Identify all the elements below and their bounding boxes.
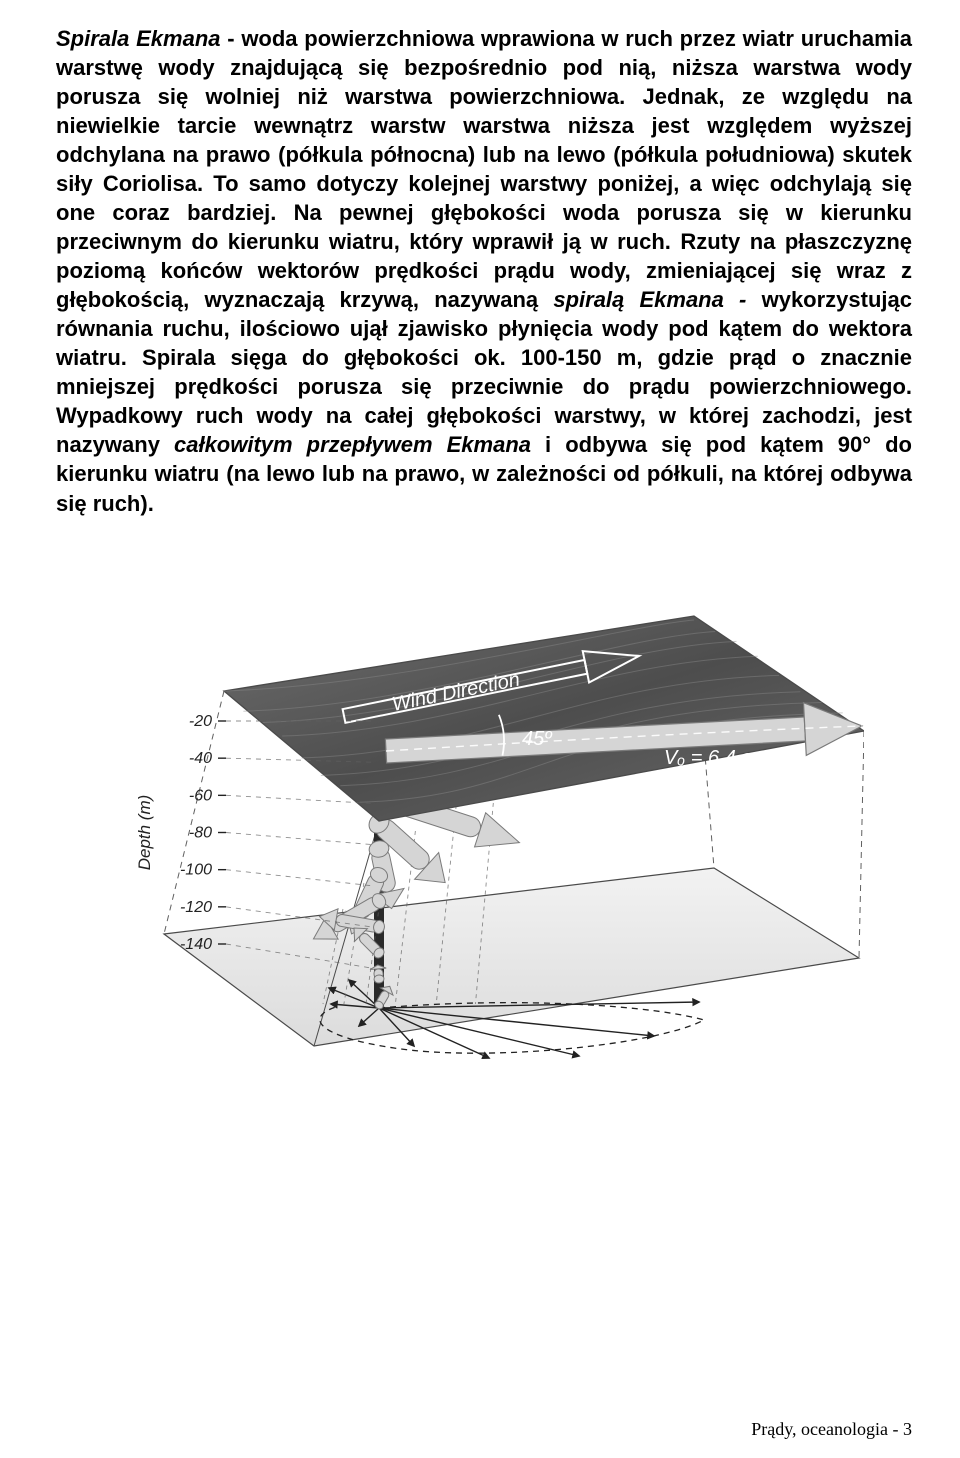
svg-text:45º: 45º xyxy=(522,728,553,750)
ekman-spiral-svg: Wind Direction45ºVₒ = 6.4 cm/s0-20-40-60… xyxy=(104,546,864,1066)
svg-text:Vₒ = 6.4 cm/s: Vₒ = 6.4 cm/s xyxy=(664,747,784,769)
term-spirala-ekmana: Spirala Ekmana xyxy=(56,26,221,51)
svg-text:0: 0 xyxy=(200,684,209,701)
svg-text:-100: -100 xyxy=(180,861,212,878)
svg-text:-80: -80 xyxy=(189,824,212,841)
p1a: - woda powierzchniowa wprawiona w ruch p… xyxy=(56,26,912,312)
svg-text:-20: -20 xyxy=(189,713,212,730)
term-spirala-ekmana-2: spiralą Ekmana - xyxy=(553,287,761,312)
svg-text:-140: -140 xyxy=(180,936,212,953)
page-footer: Prądy, oceanologia - 3 xyxy=(751,1419,912,1440)
term-calkowity-przeplyw: całkowitym przepływem Ekmana xyxy=(174,432,531,457)
body-paragraph: Spirala Ekmana - woda powierzchniowa wpr… xyxy=(56,24,912,518)
ekman-spiral-diagram: Wind Direction45ºVₒ = 6.4 cm/s0-20-40-60… xyxy=(56,546,912,1066)
svg-text:Depth (m): Depth (m) xyxy=(135,794,154,870)
svg-text:-40: -40 xyxy=(189,750,212,767)
svg-text:-60: -60 xyxy=(189,787,212,804)
svg-text:-120: -120 xyxy=(180,898,212,915)
